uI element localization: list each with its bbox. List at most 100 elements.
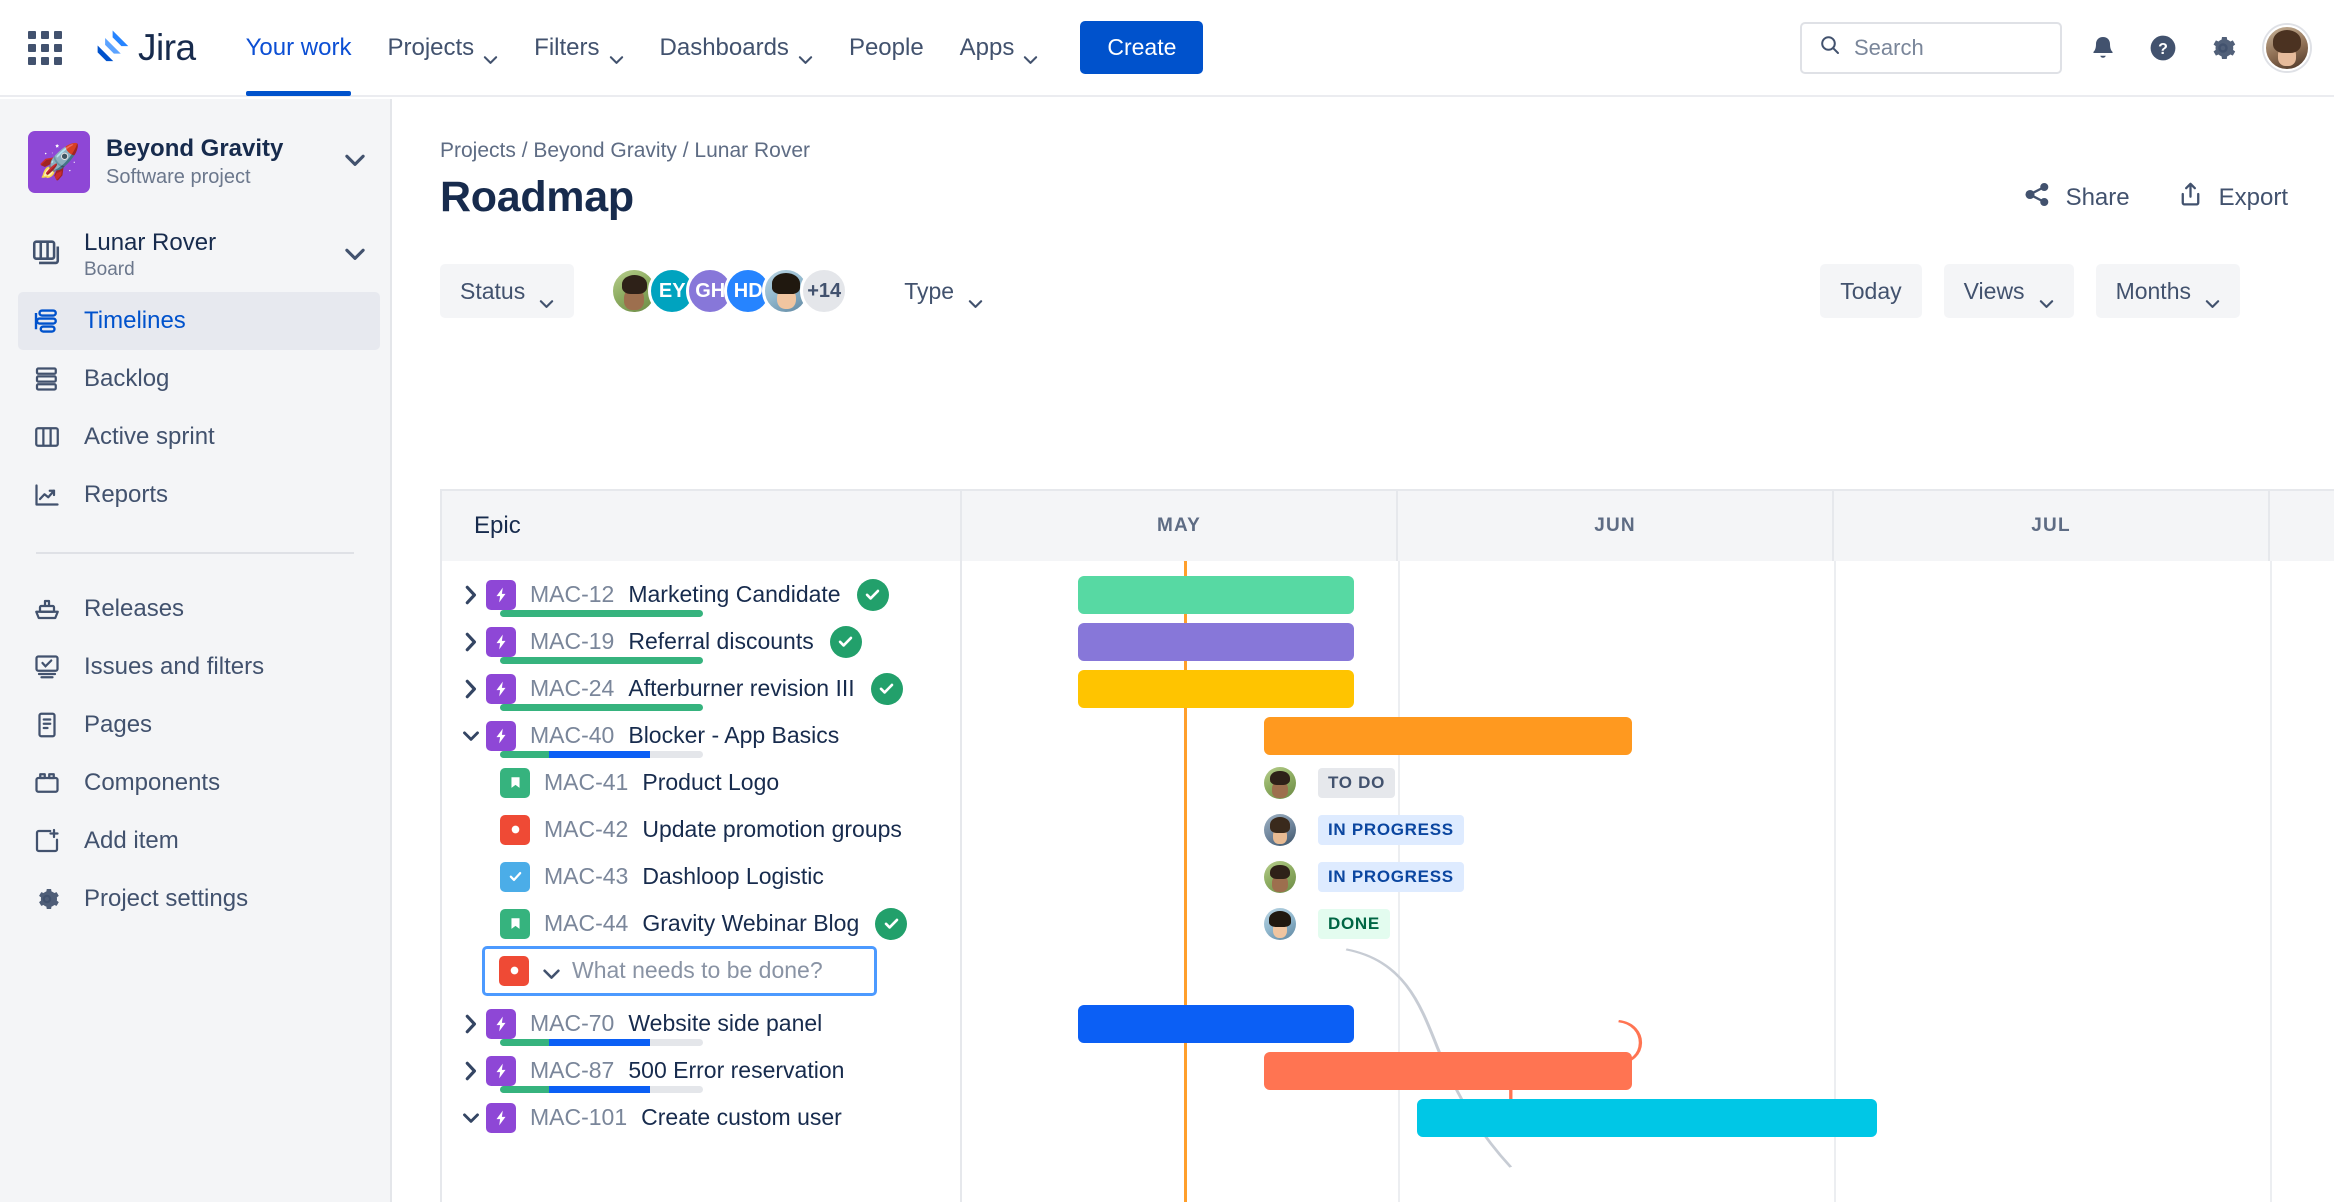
chevron-down-icon[interactable] — [344, 247, 366, 265]
chevron-down-icon[interactable] — [344, 153, 366, 171]
notifications-icon[interactable] — [2084, 29, 2122, 67]
breadcrumb[interactable]: Projects / Beyond Gravity / Lunar Rover — [440, 139, 810, 162]
issue-key: MAC-12 — [530, 581, 615, 607]
chevron-right-icon[interactable] — [456, 1014, 486, 1034]
create-issue-placeholder: What needs to be done? — [572, 957, 823, 983]
sidebar-item-label: Reports — [84, 481, 169, 509]
sidebar-item-reports[interactable]: Reports — [18, 466, 380, 524]
nav-item-projects[interactable]: Projects — [369, 0, 516, 96]
table-row[interactable]: MAC-101 Create custom user — [442, 1094, 960, 1141]
sidebar-item-issues-and-filters[interactable]: Issues and filters — [18, 638, 380, 696]
table-row[interactable]: MAC-41 Product Logo — [442, 759, 960, 806]
timeline-bar-mac-24[interactable] — [1078, 670, 1354, 708]
app-switcher-icon[interactable] — [28, 30, 62, 65]
nav-item-apps[interactable]: Apps — [942, 0, 1057, 96]
project-header[interactable]: 🚀 Beyond Gravity Software project — [0, 123, 390, 201]
sidebar-item-components[interactable]: Components — [18, 754, 380, 812]
components-icon — [30, 768, 64, 798]
chevron-down-icon — [798, 43, 813, 64]
chevron-right-icon[interactable] — [456, 679, 486, 699]
month-header-next — [2270, 491, 2334, 561]
share-button[interactable]: Share — [2023, 180, 2130, 216]
chevron-right-icon[interactable] — [456, 1061, 486, 1081]
sidebar-item-add-item[interactable]: Add item — [18, 812, 380, 870]
timeline-bar-mac-12[interactable] — [1078, 576, 1354, 614]
nav-item-dashboards[interactable]: Dashboards — [642, 0, 831, 96]
help-icon[interactable]: ? — [2144, 29, 2182, 67]
profile-avatar[interactable] — [2264, 24, 2310, 71]
avatar[interactable] — [1264, 861, 1296, 893]
timeline-bar-mac-40[interactable] — [1264, 717, 1632, 755]
chevron-down-icon[interactable] — [456, 1111, 486, 1124]
chevron-right-icon[interactable] — [456, 585, 486, 605]
jira-wordmark: Jira — [138, 26, 196, 68]
avatar[interactable]: EY — [648, 267, 697, 315]
sidebar-item-project-settings[interactable]: Project settings — [18, 870, 380, 928]
avatar-overflow-count[interactable]: +14 — [800, 267, 849, 315]
table-row[interactable]: MAC-40 Blocker - App Basics — [442, 712, 960, 759]
settings-gear-icon[interactable] — [2204, 29, 2242, 67]
chevron-right-icon[interactable] — [456, 632, 486, 652]
search-placeholder: Search — [1854, 34, 1924, 60]
create-button[interactable]: Create — [1080, 21, 1204, 74]
child-status-mac-42: IN PROGRESS — [1264, 814, 1464, 846]
table-row[interactable]: MAC-87 500 Error reservation — [442, 1047, 960, 1094]
status-filter-dropdown[interactable]: Status — [440, 264, 575, 318]
issue-summary: Blocker - App Basics — [628, 722, 840, 748]
table-row[interactable]: MAC-44 Gravity Webinar Blog — [442, 900, 960, 947]
assignee-avatar-group: EY GH HD +14 — [610, 267, 849, 315]
board-stack-icon — [30, 236, 64, 275]
export-icon — [2176, 180, 2205, 216]
avatar[interactable] — [1264, 908, 1296, 940]
sidebar-item-active-sprint[interactable]: Active sprint — [18, 408, 380, 466]
jira-mark-icon — [92, 28, 132, 68]
sidebar-item-timelines[interactable]: Timelines — [18, 292, 380, 351]
issue-key: MAC-101 — [530, 1104, 628, 1130]
sidebar-item-label: Add item — [84, 827, 179, 855]
avatar[interactable] — [610, 267, 659, 315]
issue-type-bug-icon[interactable] — [499, 955, 529, 986]
issue-key: MAC-70 — [530, 1010, 615, 1036]
avatar[interactable] — [1264, 767, 1296, 799]
timeline-row — [962, 618, 2334, 665]
chevron-down-icon — [2039, 287, 2054, 308]
timeline-bar-mac-87[interactable] — [1264, 1052, 1632, 1090]
title-row: Roadmap Share — [394, 173, 2334, 222]
timeline-bar-mac-19[interactable] — [1078, 623, 1354, 661]
table-row[interactable]: MAC-24 Afterburner revision III — [442, 665, 960, 712]
sidebar-item-label: Pages — [84, 711, 153, 739]
table-row[interactable]: MAC-12 Marketing Candidate — [442, 571, 960, 618]
timeline-bar-mac-101[interactable] — [1417, 1099, 1877, 1137]
timeline-bar-mac-70[interactable] — [1078, 1005, 1354, 1043]
search-input[interactable]: Search — [1800, 21, 2062, 74]
sidebar-item-pages[interactable]: Pages — [18, 696, 380, 754]
timescale-dropdown[interactable]: Months — [2095, 264, 2240, 318]
timeline-chart-column[interactable]: TO DO IN PROGRESS IN PROGRESS — [962, 561, 2334, 1202]
nav-item-filters[interactable]: Filters — [516, 0, 641, 96]
issue-type-story-icon — [500, 767, 530, 798]
sidebar-item-releases[interactable]: Releases — [18, 580, 380, 638]
avatar[interactable] — [1264, 814, 1296, 846]
chevron-down-icon[interactable] — [456, 729, 486, 742]
progress-bar — [500, 610, 703, 617]
export-button[interactable]: Export — [2176, 180, 2288, 216]
sidebar-item-backlog[interactable]: Backlog — [18, 350, 380, 408]
nav-item-your-work[interactable]: Your work — [228, 0, 370, 96]
views-dropdown[interactable]: Views — [1943, 264, 2074, 318]
table-row[interactable]: MAC-70 Website side panel — [442, 1000, 960, 1047]
table-row[interactable]: MAC-42 Update promotion groups — [442, 806, 960, 853]
inline-create-row[interactable]: What needs to be done? — [442, 945, 960, 996]
table-row[interactable]: MAC-19 Referral discounts — [442, 618, 960, 665]
issue-summary: Gravity Webinar Blog — [642, 910, 860, 936]
today-button[interactable]: Today — [1820, 264, 1922, 318]
nav-item-people[interactable]: People — [848, 33, 924, 61]
jira-logo[interactable]: Jira — [92, 27, 196, 69]
type-filter-dropdown[interactable]: Type — [884, 264, 1003, 318]
chevron-down-icon[interactable] — [543, 966, 560, 979]
chevron-down-icon — [1023, 43, 1038, 64]
table-row[interactable]: MAC-43 Dashloop Logistic — [442, 853, 960, 900]
inline-create-input[interactable]: What needs to be done? — [482, 945, 877, 996]
timeline-row: IN PROGRESS — [962, 806, 2334, 853]
board-selector[interactable]: Lunar Rover Board — [0, 219, 390, 292]
roadmap-timeline: Epic MAY JUN JUL MAC-12 Marketing Candid… — [440, 489, 2334, 1202]
